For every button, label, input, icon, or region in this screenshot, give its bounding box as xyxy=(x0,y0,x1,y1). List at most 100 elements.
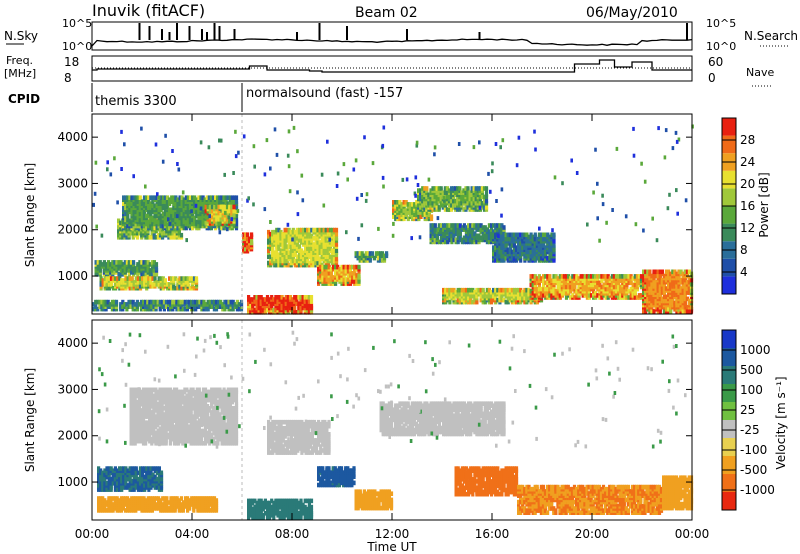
heatmap-cell xyxy=(585,293,589,298)
heatmap-cell xyxy=(431,196,435,202)
heatmap-cell xyxy=(368,251,372,256)
heatmap-cell xyxy=(307,310,311,315)
heatmap-cell xyxy=(355,196,359,201)
heatmap-cell xyxy=(132,205,136,211)
heatmap-cell xyxy=(118,476,122,482)
heatmap-cell xyxy=(138,260,142,265)
heatmap-cell xyxy=(445,230,448,235)
heatmap-cell xyxy=(171,299,175,305)
heatmap-cell xyxy=(128,195,132,200)
heatmap-cell xyxy=(97,472,101,478)
heatmap-cell xyxy=(113,487,117,492)
heatmap-cell xyxy=(553,175,557,180)
heatmap-cell xyxy=(224,210,227,215)
heatmap-cell xyxy=(489,189,492,194)
heatmap-cell xyxy=(135,302,139,307)
heatmap-cell xyxy=(244,236,248,242)
heatmap-cell xyxy=(159,276,163,281)
heatmap-cell xyxy=(474,186,478,191)
heatmap-cell xyxy=(268,297,272,302)
heatmap-cell xyxy=(297,252,302,258)
heatmap-cell xyxy=(119,226,123,232)
heatmap-cell xyxy=(123,260,127,265)
heatmap-cell xyxy=(139,299,144,305)
heatmap-cell xyxy=(165,195,170,200)
heatmap-cell xyxy=(404,208,408,213)
heatmap-cell xyxy=(539,293,544,298)
heatmap-cell xyxy=(92,306,96,312)
heatmap-cell xyxy=(531,245,535,250)
heatmap-cell xyxy=(171,302,175,307)
heatmap-cell xyxy=(521,232,525,238)
heatmap-cell xyxy=(551,228,554,233)
heatmap-cell xyxy=(138,203,142,209)
heatmap-cell xyxy=(199,201,203,206)
heatmap-cell xyxy=(140,213,144,219)
heatmap-cell xyxy=(675,271,679,277)
heatmap-cell xyxy=(675,188,678,193)
heatmap-cell xyxy=(267,248,271,253)
heatmap-cell xyxy=(621,274,625,279)
heatmap-cell xyxy=(286,153,290,158)
heatmap-cell xyxy=(96,264,100,269)
heatmap-cell xyxy=(497,234,500,239)
heatmap-cell xyxy=(149,225,153,231)
heatmap-cell xyxy=(154,142,158,147)
heatmap-cell xyxy=(675,288,679,293)
heatmap-cell xyxy=(197,215,201,221)
heatmap-cell xyxy=(143,280,147,285)
heatmap-cell xyxy=(355,264,359,270)
heatmap-cell xyxy=(204,208,208,214)
heatmap-cell xyxy=(646,296,650,302)
heatmap-cell xyxy=(502,245,506,250)
heatmap-cell xyxy=(677,137,681,142)
heatmap-cell xyxy=(571,278,575,283)
heatmap-cell xyxy=(401,177,405,182)
cpid-name-2: normalsound (fast) -157 xyxy=(246,86,403,101)
heatmap-cell xyxy=(482,194,487,200)
heatmap-cell xyxy=(332,227,337,233)
heatmap-cell xyxy=(677,290,681,295)
heatmap-cell xyxy=(629,293,633,298)
heatmap-cell xyxy=(188,203,193,209)
heatmap-cell xyxy=(617,274,621,279)
heatmap-cell xyxy=(184,225,188,231)
heatmap-cell xyxy=(479,223,483,228)
heatmap-cell xyxy=(504,243,508,248)
heatmap-cell xyxy=(531,282,535,288)
heatmap-cell xyxy=(677,294,681,300)
heatmap-cell xyxy=(122,195,126,200)
heatmap-cell xyxy=(129,260,134,265)
heatmap-cell xyxy=(220,225,224,231)
heatmap-cell xyxy=(138,276,143,281)
heatmap-cell xyxy=(111,260,115,265)
heatmap-cell xyxy=(163,278,167,283)
heatmap-cell xyxy=(449,194,454,200)
heatmap-cell xyxy=(619,284,623,290)
heatmap-cell xyxy=(612,295,616,300)
heatmap-cell xyxy=(164,133,167,138)
heatmap-cell xyxy=(326,248,330,253)
heatmap-cell xyxy=(317,266,321,272)
heatmap-cell xyxy=(575,288,579,294)
heatmap-cell xyxy=(579,274,583,279)
heatmap-cell xyxy=(370,251,374,256)
heatmap-cell xyxy=(308,260,312,266)
heatmap-cell xyxy=(299,295,303,300)
colorbar-segment xyxy=(722,223,736,242)
heatmap-cell xyxy=(456,223,460,228)
heatmap-cell xyxy=(206,299,210,305)
heatmap-cell xyxy=(466,205,470,210)
heatmap-cell xyxy=(544,274,548,279)
heatmap-cell xyxy=(466,200,470,206)
heatmap-cell xyxy=(283,254,287,260)
heatmap-cell xyxy=(108,302,112,307)
heatmap-cell xyxy=(449,207,454,212)
heatmap-cell xyxy=(673,290,677,295)
heatmap-cell xyxy=(265,295,270,300)
heatmap-cell xyxy=(232,208,236,214)
heatmap-cell xyxy=(544,286,548,292)
heatmap-cell xyxy=(197,219,201,225)
heatmap-cell xyxy=(302,256,306,262)
